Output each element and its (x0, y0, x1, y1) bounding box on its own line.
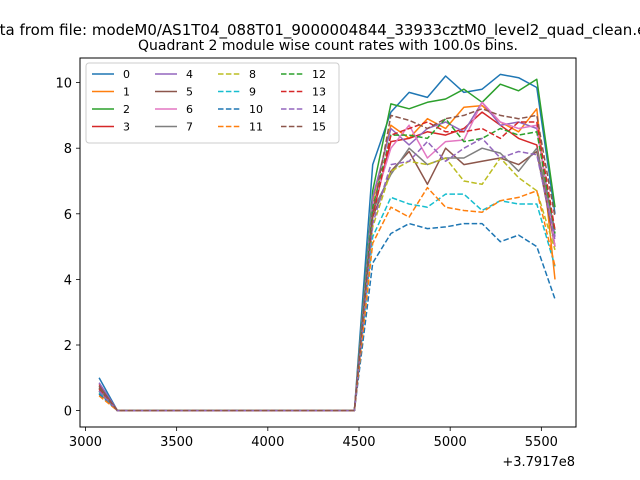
legend-label-7: 7 (186, 121, 193, 134)
series-line-14 (98, 137, 556, 412)
axis-ticks: 3000 3500 4000 4500 5000 5500 0 2 4 6 8 10 (55, 77, 557, 450)
x-tick-label: 3000 (69, 435, 102, 450)
y-tick-label: 4 (64, 273, 72, 288)
legend-label-15: 15 (312, 121, 326, 134)
series-line-15 (98, 108, 556, 412)
legend-label-1: 1 (123, 86, 130, 99)
series-lines (98, 73, 556, 412)
x-tick-label: 3500 (160, 435, 193, 450)
legend-label-6: 6 (186, 103, 193, 116)
legend-label-5: 5 (186, 86, 193, 99)
legend-label-2: 2 (123, 103, 130, 116)
legend-label-9: 9 (249, 86, 256, 99)
axes-frame (79, 57, 577, 428)
legend-box (85, 62, 340, 144)
x-offset-label: +3.7917e8 (502, 455, 575, 470)
x-tick-label: 5000 (434, 435, 467, 450)
x-tick-label: 4500 (342, 435, 375, 450)
x-tick-label: 4000 (251, 435, 284, 450)
legend-label-0: 0 (123, 68, 130, 81)
legend-label-13: 13 (312, 86, 326, 99)
legend-label-8: 8 (249, 68, 256, 81)
legend-label-4: 4 (186, 68, 193, 81)
legend-label-14: 14 (312, 103, 326, 116)
y-tick-label: 0 (64, 405, 72, 420)
figure-suptitle: Data from file: modeM0/AS1T04_088T01_900… (0, 21, 640, 40)
x-tick-label: 5500 (525, 435, 558, 450)
y-tick-label: 8 (64, 142, 72, 157)
y-tick-label: 6 (64, 208, 72, 223)
legend-label-3: 3 (123, 121, 130, 134)
series-line-12 (98, 117, 556, 412)
chart-title: Quadrant 2 module wise count rates with … (138, 38, 518, 54)
legend-label-11: 11 (249, 121, 263, 134)
y-tick-label: 10 (55, 77, 72, 92)
legend-label-12: 12 (312, 68, 326, 81)
y-tick-label: 2 (64, 339, 72, 354)
legend-label-10: 10 (249, 103, 263, 116)
